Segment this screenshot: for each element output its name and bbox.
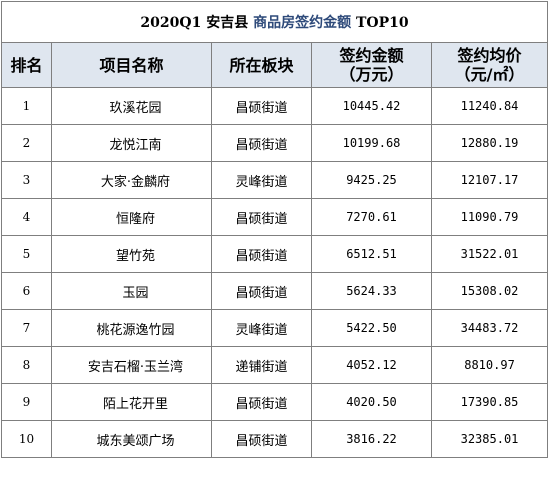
project-name-cell: 城东美颂广场 [51, 420, 212, 458]
table-row: 6 玉园 昌硕街道 5624.33 15308.02 [1, 272, 548, 310]
project-name-cell: 望竹苑 [51, 235, 212, 273]
header-rank: 排名 [1, 42, 52, 88]
rank-cell: 9 [1, 383, 52, 421]
table-row: 1 玖溪花园 昌硕街道 10445.42 11240.84 [1, 87, 548, 125]
table-title-row: 2020Q1 安吉县 商品房签约金额 TOP10 [0, 1, 548, 43]
price-cell: 11090.79 [430, 198, 548, 236]
amount-cell: 10199.68 [311, 124, 432, 162]
table-title: 2020Q1 安吉县 商品房签约金额 TOP10 [0, 1, 548, 43]
amount-cell: 3816.22 [311, 420, 432, 458]
header-amount: 签约金额 （万元） [311, 42, 432, 88]
price-cell: 12880.19 [430, 124, 548, 162]
table-row: 9 陌上花开里 昌硕街道 4020.50 17390.85 [1, 383, 548, 421]
price-cell: 17390.85 [430, 383, 548, 421]
title-accent: 商品房签约金额 [253, 15, 352, 31]
area-cell: 昌硕街道 [211, 198, 312, 236]
header-amount-line2: （万元） [339, 65, 404, 84]
amount-cell: 6512.51 [311, 235, 432, 273]
area-cell: 灵峰街道 [211, 161, 312, 199]
price-cell: 32385.01 [430, 420, 548, 458]
area-cell: 昌硕街道 [211, 383, 312, 421]
header-row: 排名 项目名称 所在板块 签约金额 （万元） 签约均价 （元/㎡） [1, 42, 548, 88]
amount-cell: 7270.61 [311, 198, 432, 236]
table-row: 7 桃花源逸竹园 灵峰街道 5422.50 34483.72 [1, 309, 548, 347]
table-row: 8 安吉石榴·玉兰湾 递铺街道 4052.12 8810.97 [1, 346, 548, 384]
table-row: 2 龙悦江南 昌硕街道 10199.68 12880.19 [1, 124, 548, 162]
area-cell: 昌硕街道 [211, 420, 312, 458]
sales-ranking-table: 2020Q1 安吉县 商品房签约金额 TOP10 排名 项目名称 所在板块 签约… [0, 1, 548, 458]
rank-cell: 5 [1, 235, 52, 273]
header-price-line2: （元/㎡） [454, 65, 525, 84]
price-cell: 8810.97 [430, 346, 548, 384]
rank-cell: 2 [1, 124, 52, 162]
project-name-cell: 玉园 [51, 272, 212, 310]
project-name-cell: 龙悦江南 [51, 124, 212, 162]
area-cell: 昌硕街道 [211, 87, 312, 125]
table-row: 10 城东美颂广场 昌硕街道 3816.22 32385.01 [1, 420, 548, 458]
header-amount-line1: 签约金额 [339, 46, 404, 65]
project-name-cell: 安吉石榴·玉兰湾 [51, 346, 212, 384]
area-cell: 昌硕街道 [211, 124, 312, 162]
rank-cell: 8 [1, 346, 52, 384]
header-price-line1: 签约均价 [457, 46, 522, 65]
rank-cell: 1 [1, 87, 52, 125]
price-cell: 15308.02 [430, 272, 548, 310]
price-cell: 31522.01 [430, 235, 548, 273]
rank-cell: 3 [1, 161, 52, 199]
amount-cell: 5422.50 [311, 309, 432, 347]
header-price: 签约均价 （元/㎡） [430, 42, 548, 88]
title-suffix: TOP10 [351, 15, 409, 31]
project-name-cell: 大家·金麟府 [51, 161, 212, 199]
header-area: 所在板块 [211, 42, 312, 88]
amount-cell: 10445.42 [311, 87, 432, 125]
amount-cell: 4020.50 [311, 383, 432, 421]
project-name-cell: 玖溪花园 [51, 87, 212, 125]
area-cell: 递铺街道 [211, 346, 312, 384]
price-cell: 12107.17 [430, 161, 548, 199]
table-row: 4 恒隆府 昌硕街道 7270.61 11090.79 [1, 198, 548, 236]
table-row: 3 大家·金麟府 灵峰街道 9425.25 12107.17 [1, 161, 548, 199]
rank-cell: 4 [1, 198, 52, 236]
price-cell: 11240.84 [430, 87, 548, 125]
amount-cell: 4052.12 [311, 346, 432, 384]
project-name-cell: 恒隆府 [51, 198, 212, 236]
area-cell: 昌硕街道 [211, 272, 312, 310]
header-project: 项目名称 [51, 42, 212, 88]
project-name-cell: 陌上花开里 [51, 383, 212, 421]
rank-cell: 10 [1, 420, 52, 458]
amount-cell: 5624.33 [311, 272, 432, 310]
rank-cell: 6 [1, 272, 52, 310]
amount-cell: 9425.25 [311, 161, 432, 199]
table-row: 5 望竹苑 昌硕街道 6512.51 31522.01 [1, 235, 548, 273]
price-cell: 34483.72 [430, 309, 548, 347]
rank-cell: 7 [1, 309, 52, 347]
area-cell: 昌硕街道 [211, 235, 312, 273]
title-prefix: 2020Q1 安吉县 [140, 15, 249, 31]
area-cell: 灵峰街道 [211, 309, 312, 347]
project-name-cell: 桃花源逸竹园 [51, 309, 212, 347]
